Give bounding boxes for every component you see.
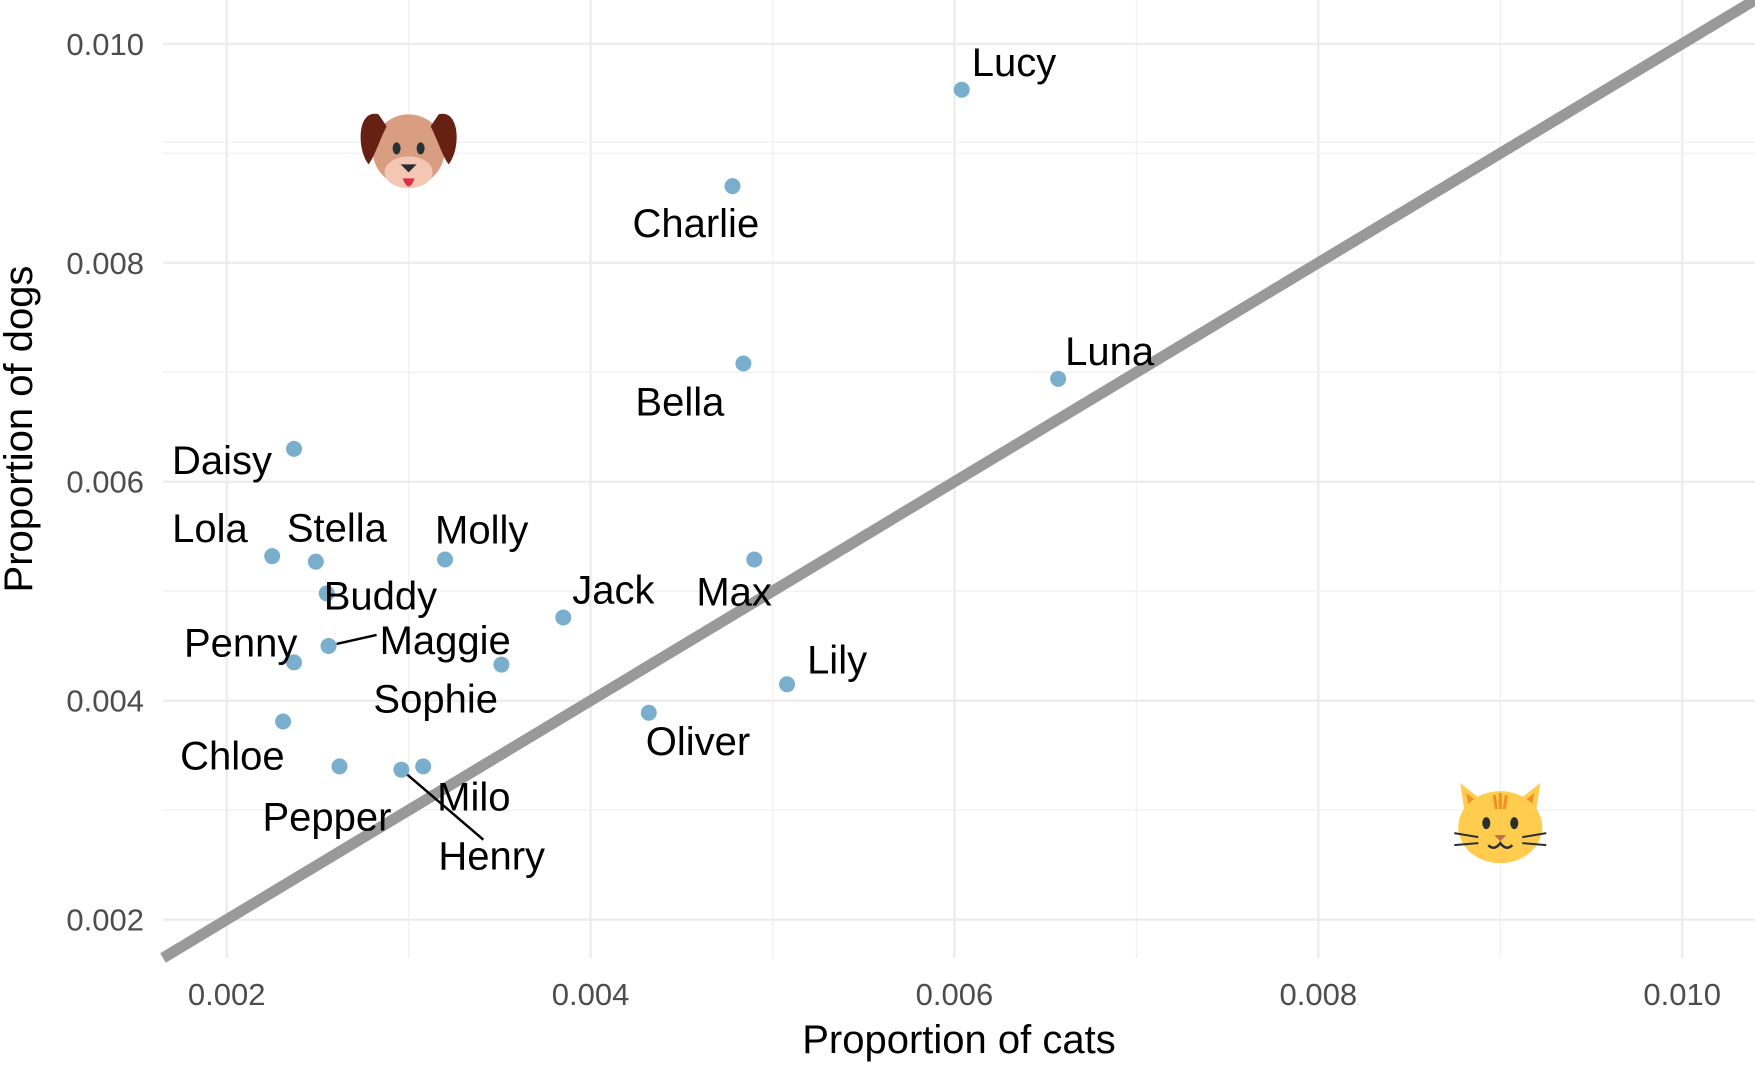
- point-label-luna: Luna: [1065, 330, 1155, 374]
- point-bella: [735, 355, 752, 372]
- point-milo: [415, 758, 432, 775]
- point-luna: [1050, 370, 1067, 387]
- point-label-charlie: Charlie: [632, 202, 759, 246]
- reference-line: [160, 0, 1755, 963]
- point-charlie: [724, 178, 741, 195]
- point-labels: Lucy Charlie Bella Luna Daisy Lola Stella Molly…: [172, 41, 1155, 879]
- point-label-max: Max: [696, 570, 772, 614]
- point-label-maggie: Maggie: [380, 619, 511, 663]
- point-label-milo: Milo: [437, 775, 510, 819]
- point-max: [746, 551, 763, 568]
- point-lily: [779, 676, 796, 693]
- point-maggie: [320, 637, 337, 654]
- point-stella: [307, 553, 324, 570]
- x-tick-label: 0.002: [188, 977, 266, 1012]
- point-lucy: [953, 81, 970, 98]
- y-axis-title: Proportion of dogs: [0, 266, 41, 593]
- y-tick-label: 0.004: [66, 684, 144, 719]
- point-pepper: [331, 758, 348, 775]
- point-label-jack: Jack: [572, 568, 655, 612]
- y-tick-label: 0.002: [66, 903, 144, 938]
- point-label-oliver: Oliver: [646, 720, 750, 764]
- point-buddy: [318, 585, 335, 602]
- point-label-pepper: Pepper: [262, 795, 391, 839]
- point-daisy: [285, 440, 302, 457]
- point-oliver: [640, 704, 657, 721]
- leader-line-henry: [406, 773, 485, 841]
- point-label-sophie: Sophie: [373, 678, 498, 722]
- y-tick-label: 0.006: [66, 465, 144, 500]
- x-tick-label: 0.010: [1643, 977, 1721, 1012]
- x-tick-label: 0.006: [916, 977, 994, 1012]
- point-label-molly: Molly: [435, 508, 528, 552]
- y-tick-label: 0.010: [66, 27, 144, 62]
- point-label-daisy: Daisy: [172, 439, 272, 483]
- point-jack: [555, 609, 572, 626]
- y-tick-label: 0.008: [66, 246, 144, 281]
- point-label-buddy: Buddy: [324, 574, 437, 618]
- point-henry: [393, 761, 410, 778]
- point-label-lily: Lily: [807, 638, 867, 682]
- point-label-bella: Bella: [635, 380, 725, 424]
- x-axis-title: Proportion of cats: [802, 1018, 1116, 1062]
- point-lola: [264, 548, 281, 565]
- point-label-stella: Stella: [287, 507, 388, 551]
- point-molly: [437, 551, 454, 568]
- reference-line-layer: [160, 0, 1755, 963]
- point-penny: [285, 654, 302, 671]
- cat-face-icon: [1454, 783, 1547, 864]
- leader-lines: [336, 633, 485, 841]
- leader-line-maggie: [336, 633, 377, 646]
- point-label-lucy: Lucy: [972, 41, 1057, 85]
- point-label-chloe: Chloe: [180, 735, 285, 779]
- point-sophie: [493, 656, 510, 673]
- x-tick-label: 0.008: [1280, 977, 1358, 1012]
- point-label-lola: Lola: [172, 507, 248, 551]
- point-chloe: [275, 713, 292, 730]
- point-label-penny: Penny: [184, 621, 297, 665]
- dog-face-icon: [360, 113, 457, 189]
- point-label-henry: Henry: [438, 835, 545, 879]
- x-tick-label: 0.004: [552, 977, 630, 1012]
- data-points: [264, 81, 1067, 778]
- axis-tick-labels: 0.002 0.004 0.006 0.008 0.010 0.002 0.004 0.006…: [66, 27, 1721, 1012]
